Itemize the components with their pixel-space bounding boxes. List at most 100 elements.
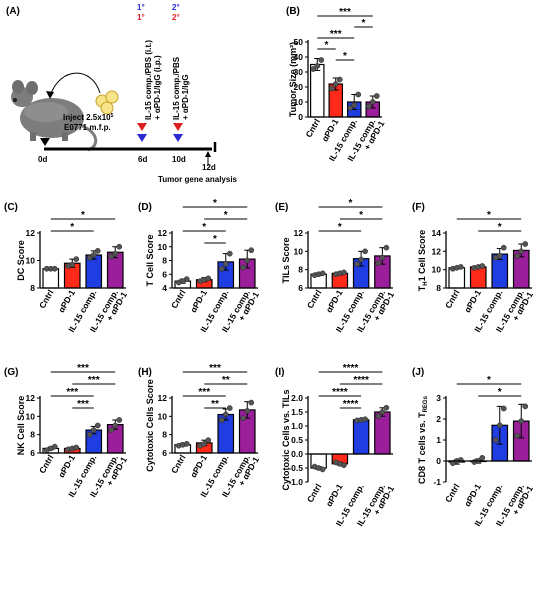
y-axis-label: NK Cell Score bbox=[16, 396, 26, 456]
data-point bbox=[375, 413, 382, 420]
data-point bbox=[358, 256, 364, 263]
dose-10-line-2: + αPD-1/IgG bbox=[181, 74, 190, 120]
significance-label: * bbox=[498, 387, 502, 398]
data-point bbox=[90, 252, 97, 258]
data-point bbox=[244, 407, 251, 414]
panel-label: (G) bbox=[4, 367, 18, 378]
inject-marker bbox=[40, 138, 50, 146]
data-point bbox=[341, 269, 347, 276]
x-category-label: Cntrl bbox=[305, 482, 324, 504]
y-tick-label: 2.0 bbox=[291, 393, 303, 403]
panel-label: (E) bbox=[275, 202, 288, 213]
primary-blue-label: 1° bbox=[137, 3, 145, 12]
data-point bbox=[379, 409, 386, 415]
y-tick-label: 8 bbox=[298, 265, 303, 275]
data-point bbox=[310, 66, 317, 72]
data-point bbox=[201, 440, 208, 447]
data-point bbox=[362, 416, 368, 423]
chart-j: (J) -1 0 1 2 3 CD8 T cells vs. TREGs Cntrl αPD-1… bbox=[412, 367, 535, 528]
significance-label: * bbox=[487, 375, 491, 386]
significance-label: * bbox=[362, 18, 366, 29]
bar bbox=[42, 268, 60, 289]
panel-label: (C) bbox=[4, 202, 18, 213]
significance-label: *** bbox=[330, 29, 342, 40]
data-point bbox=[522, 241, 529, 247]
y-tick-label: 30 bbox=[294, 67, 304, 77]
y-tick-label: 6 bbox=[298, 283, 303, 293]
analysis-text: Tumor gene analysis bbox=[158, 175, 238, 184]
data-point bbox=[51, 443, 58, 450]
y-axis-label: Cytotoxic Cells vs. TILs bbox=[281, 389, 291, 490]
y-tick-label: 20 bbox=[294, 82, 304, 92]
data-point bbox=[108, 253, 115, 260]
cells-illustration bbox=[95, 90, 119, 115]
data-point bbox=[319, 466, 326, 473]
data-point bbox=[341, 462, 347, 469]
x-category-label: Cntrl bbox=[37, 288, 56, 310]
data-point bbox=[69, 261, 76, 268]
y-tick-label: 10 bbox=[158, 411, 168, 421]
significance-label: *** bbox=[209, 363, 221, 374]
bar bbox=[309, 63, 325, 118]
x-category-label: αPD-1 bbox=[324, 482, 345, 509]
day-0: 0d bbox=[38, 155, 47, 164]
x-category-label: Cntrl bbox=[443, 482, 462, 504]
y-tick-label: 8 bbox=[162, 430, 167, 440]
significance-label: ** bbox=[222, 375, 230, 386]
y-tick-label: 12 bbox=[26, 228, 36, 238]
x-category-label: Cntrl bbox=[303, 117, 322, 139]
y-axis-label: CD8 T cells vs. TREGs bbox=[417, 395, 429, 484]
data-point bbox=[73, 256, 80, 262]
x-category-label: αPD-1 bbox=[462, 482, 483, 509]
y-tick-label: 2 bbox=[436, 414, 441, 424]
y-tick-label: 8 bbox=[162, 256, 167, 266]
x-category-label: Cntrl bbox=[37, 453, 56, 475]
data-point bbox=[222, 261, 229, 267]
data-point bbox=[347, 105, 354, 111]
bar bbox=[352, 419, 370, 455]
data-point bbox=[226, 405, 233, 411]
significance-label: * bbox=[338, 222, 342, 233]
mouse-illustration bbox=[11, 80, 98, 152]
data-point bbox=[369, 99, 376, 105]
day-12: 12d bbox=[202, 163, 216, 172]
y-tick-label: 12 bbox=[294, 228, 304, 238]
data-point bbox=[183, 440, 190, 447]
y-tick-label: 40 bbox=[294, 52, 304, 62]
data-point bbox=[112, 422, 119, 429]
significance-label: * bbox=[487, 210, 491, 221]
x-category-label: Cntrl bbox=[169, 453, 188, 475]
y-tick-label: 12 bbox=[26, 393, 36, 403]
data-point bbox=[248, 399, 255, 406]
data-point bbox=[240, 415, 247, 422]
data-point bbox=[94, 248, 101, 254]
y-tick-label: 3 bbox=[436, 393, 441, 403]
data-point bbox=[319, 270, 326, 277]
y-tick-label: 1 bbox=[436, 435, 441, 445]
significance-label: * bbox=[224, 210, 228, 221]
panel-label: (D) bbox=[138, 202, 152, 213]
secondary-red-label: 2° bbox=[172, 13, 180, 22]
dose-10-line-1: IL-15 comp./PBS bbox=[172, 56, 181, 120]
data-point bbox=[90, 427, 97, 433]
data-point bbox=[218, 417, 225, 423]
data-point bbox=[73, 444, 80, 451]
y-tick-label: -0.5 bbox=[288, 463, 303, 473]
y-tick-label: 6 bbox=[162, 269, 167, 279]
data-point bbox=[383, 404, 390, 411]
data-point bbox=[379, 254, 386, 261]
y-axis-label: TH1 Cell Score bbox=[417, 230, 429, 291]
day-6: 6d bbox=[138, 155, 147, 164]
y-tick-label: 50 bbox=[294, 37, 304, 47]
data-point bbox=[94, 422, 101, 429]
data-point bbox=[496, 422, 503, 429]
x-category-label: Cntrl bbox=[305, 288, 324, 310]
y-tick-label: 10 bbox=[294, 97, 304, 107]
significance-label: *** bbox=[66, 387, 78, 398]
significance-label: * bbox=[498, 222, 502, 233]
significance-label: * bbox=[70, 222, 74, 233]
data-point bbox=[354, 261, 360, 268]
y-tick-label: -1.0 bbox=[288, 477, 303, 487]
y-tick-label: 6 bbox=[30, 448, 35, 458]
panel-label: (J) bbox=[412, 367, 424, 378]
